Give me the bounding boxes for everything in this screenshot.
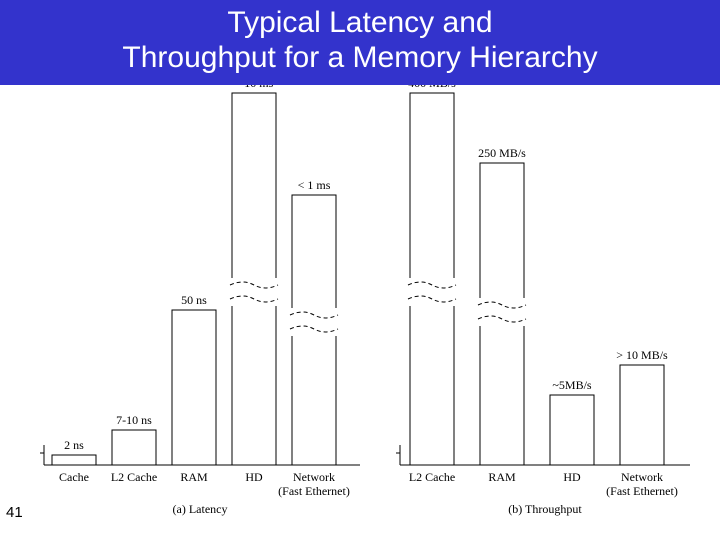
throughput-category-label: Network <box>621 470 663 484</box>
latency-value-label: ~ 10 ms <box>235 85 274 90</box>
latency-value-label: 2 ns <box>64 438 84 452</box>
throughput-value-label: > 10 MB/s <box>616 348 668 362</box>
chart-svg: 2 ns Cache 7-10 ns L2 Cache 50 ns RAM ~ 10 ms H… <box>0 85 720 525</box>
latency-category-label: Cache <box>59 470 89 484</box>
title-line-1: Typical Latency and <box>227 6 492 39</box>
latency-bar <box>172 310 216 465</box>
latency-value-label: < 1 ms <box>298 178 331 192</box>
throughput-category-label: RAM <box>488 470 516 484</box>
latency-value-label: 7-10 ns <box>116 413 152 427</box>
latency-bar <box>52 455 96 465</box>
throughput-category-label: HD <box>563 470 581 484</box>
throughput-bar <box>620 365 664 465</box>
latency-category-label: RAM <box>180 470 208 484</box>
throughput-value-label: 250 MB/s <box>478 146 526 160</box>
latency-category-label: L2 Cache <box>111 470 157 484</box>
throughput-category-sublabel: (Fast Ethernet) <box>606 484 678 498</box>
latency-caption: (a) Latency <box>173 502 228 516</box>
chart-area: 2 ns Cache 7-10 ns L2 Cache 50 ns RAM ~ 10 ms H… <box>0 85 720 525</box>
latency-value-label: 50 ns <box>181 293 207 307</box>
throughput-category-label: L2 Cache <box>409 470 455 484</box>
throughput-value-label: 400 MB/s <box>408 85 456 90</box>
page-number: 41 <box>6 504 23 521</box>
throughput-value-label: ~5MB/s <box>552 378 592 392</box>
latency-bar <box>112 430 156 465</box>
throughput-bar <box>550 395 594 465</box>
latency-category-sublabel: (Fast Ethernet) <box>278 484 350 498</box>
title-line-2: Throughput for a Memory Hierarchy <box>122 41 597 74</box>
latency-category-label: HD <box>245 470 263 484</box>
slide-title: Typical Latency and Throughput for a Mem… <box>0 0 720 85</box>
throughput-caption: (b) Throughput <box>508 502 582 516</box>
latency-category-label: Network <box>293 470 335 484</box>
